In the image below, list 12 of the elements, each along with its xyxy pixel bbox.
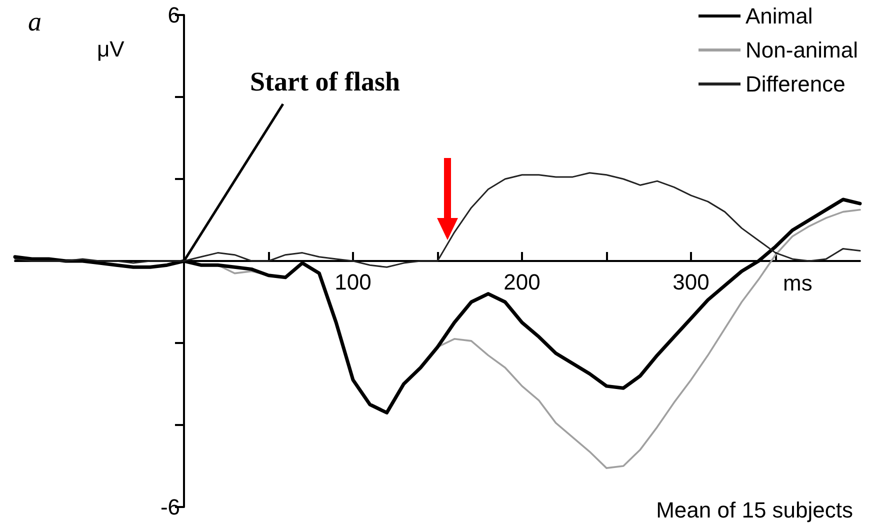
line-series bbox=[14, 172, 861, 268]
annotation: Start of flash bbox=[250, 66, 400, 96]
legend-label: Difference bbox=[746, 72, 846, 96]
x-tick-label: 300 bbox=[672, 270, 710, 294]
legend-label: Animal bbox=[746, 4, 813, 28]
x-axis-title: ms bbox=[783, 270, 812, 296]
x-tick-label: 100 bbox=[334, 270, 372, 294]
annotation: Mean of 15 subjects bbox=[656, 498, 854, 522]
annotation: a bbox=[28, 6, 42, 36]
y-axis-title: μV bbox=[97, 36, 125, 62]
x-tick-label: 200 bbox=[504, 270, 540, 294]
legend-label: Non-animal bbox=[746, 38, 858, 62]
